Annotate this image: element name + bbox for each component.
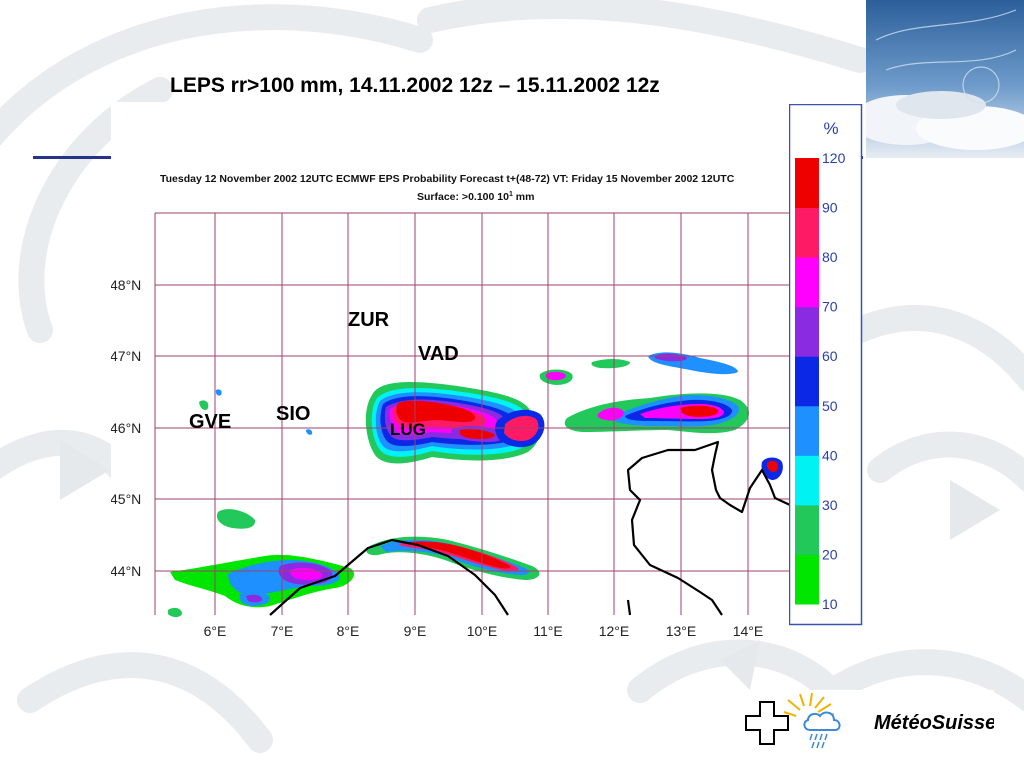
cloud-icon bbox=[803, 711, 841, 731]
lat-label: 46°N bbox=[111, 420, 141, 436]
lon-label: 6°E bbox=[204, 623, 227, 637]
legend-band bbox=[795, 306, 819, 357]
legend-tick-label: 20 bbox=[822, 546, 838, 562]
lon-label: 11°E bbox=[533, 623, 562, 637]
station-label-gve: GVE bbox=[189, 411, 232, 433]
swiss-cross-icon bbox=[745, 701, 789, 745]
area-east-fragment-2 bbox=[597, 407, 624, 421]
sky-cloud-photo bbox=[866, 0, 1024, 158]
lon-label: 10°E bbox=[467, 623, 498, 637]
lat-label: 47°N bbox=[111, 348, 141, 364]
probability-forecast-map: Tuesday 12 November 2002 12UTC ECMWF EPS… bbox=[111, 102, 791, 637]
slide-title: LEPS rr>100 mm, 14.11.2002 12z – 15.11.2… bbox=[170, 74, 660, 97]
legend-tick-label: 10 bbox=[822, 596, 838, 612]
legend-tick-label: 50 bbox=[822, 398, 838, 414]
legend-band bbox=[795, 504, 819, 555]
lon-label: 9°E bbox=[404, 623, 427, 637]
longitude-labels: 6°E 7°E 8°E 9°E 10°E 11°E 12°E 13°E 14°E bbox=[204, 623, 764, 637]
precipitation-areas bbox=[168, 352, 783, 617]
legend-band bbox=[795, 455, 819, 506]
legend-band bbox=[795, 158, 819, 209]
lat-label: 44°N bbox=[111, 563, 141, 579]
legend-band bbox=[795, 405, 819, 456]
lon-label: 14°E bbox=[733, 623, 764, 637]
map-header-line1: Tuesday 12 November 2002 12UTC ECMWF EPS… bbox=[160, 173, 735, 185]
probability-color-legend: % 10 20 30 40 50 60 70 80 90 120 bbox=[789, 104, 863, 626]
area-southwest-small-core bbox=[246, 594, 262, 603]
area-jura-2 bbox=[215, 389, 222, 396]
legend-tick-label: 30 bbox=[822, 497, 838, 513]
map-frame bbox=[154, 212, 790, 615]
legend-tick-label: 80 bbox=[822, 249, 838, 265]
lon-label: 7°E bbox=[271, 623, 294, 637]
area-southwest-2 bbox=[216, 509, 256, 529]
station-label-sio: SIO bbox=[276, 403, 311, 425]
map-header-exponent: 1 bbox=[509, 191, 513, 198]
area-istria-core bbox=[766, 460, 779, 473]
rain-icon bbox=[809, 733, 828, 749]
map-header-surface: Surface: >0.100 10 bbox=[417, 191, 509, 203]
lat-label: 45°N bbox=[111, 491, 141, 507]
area-liguria-red bbox=[410, 541, 511, 569]
meteosuisse-logo: MétéoSuisse bbox=[738, 690, 994, 754]
coastlines bbox=[269, 440, 791, 616]
station-label-zur: ZUR bbox=[348, 309, 390, 331]
area-east-fragment bbox=[569, 410, 601, 428]
area-east-small-3-core bbox=[654, 353, 687, 362]
legend-band bbox=[795, 257, 819, 308]
lon-label: 12°E bbox=[599, 623, 630, 637]
legend-band bbox=[795, 207, 819, 258]
area-lug-core-red bbox=[460, 429, 495, 439]
area-sio-dot bbox=[306, 429, 313, 435]
legend-color-bands bbox=[795, 158, 819, 605]
legend-unit: % bbox=[823, 119, 838, 138]
logo-text: MétéoSuisse bbox=[874, 712, 994, 734]
map-grid bbox=[155, 213, 790, 615]
map-header-unit: mm bbox=[513, 191, 535, 203]
station-label-vad: VAD bbox=[418, 343, 459, 365]
area-southwest-3 bbox=[168, 607, 182, 617]
legend-tick-label: 120 bbox=[822, 150, 846, 166]
legend-tick-label: 40 bbox=[822, 447, 838, 463]
area-jura bbox=[199, 400, 209, 410]
lat-label: 48°N bbox=[111, 277, 141, 293]
legend-band bbox=[795, 554, 819, 605]
latitude-labels: 48°N 47°N 46°N 45°N 44°N bbox=[111, 277, 141, 579]
legend-band bbox=[795, 356, 819, 407]
map-header-line2: Surface: >0.100 101 mm bbox=[417, 191, 534, 203]
area-east-small-1-core bbox=[545, 371, 566, 381]
lon-label: 8°E bbox=[337, 623, 360, 637]
station-label-lug: LUG bbox=[390, 420, 426, 439]
legend-tick-label: 60 bbox=[822, 348, 838, 364]
legend-tick-labels: 10 20 30 40 50 60 70 80 90 120 bbox=[822, 150, 846, 612]
legend-tick-label: 90 bbox=[822, 200, 838, 216]
legend-tick-label: 70 bbox=[822, 299, 838, 315]
area-east-small-2 bbox=[591, 359, 630, 369]
area-central-alps-red bbox=[396, 400, 476, 423]
area-east-alps-red bbox=[680, 405, 719, 417]
lon-label: 13°E bbox=[666, 623, 697, 637]
